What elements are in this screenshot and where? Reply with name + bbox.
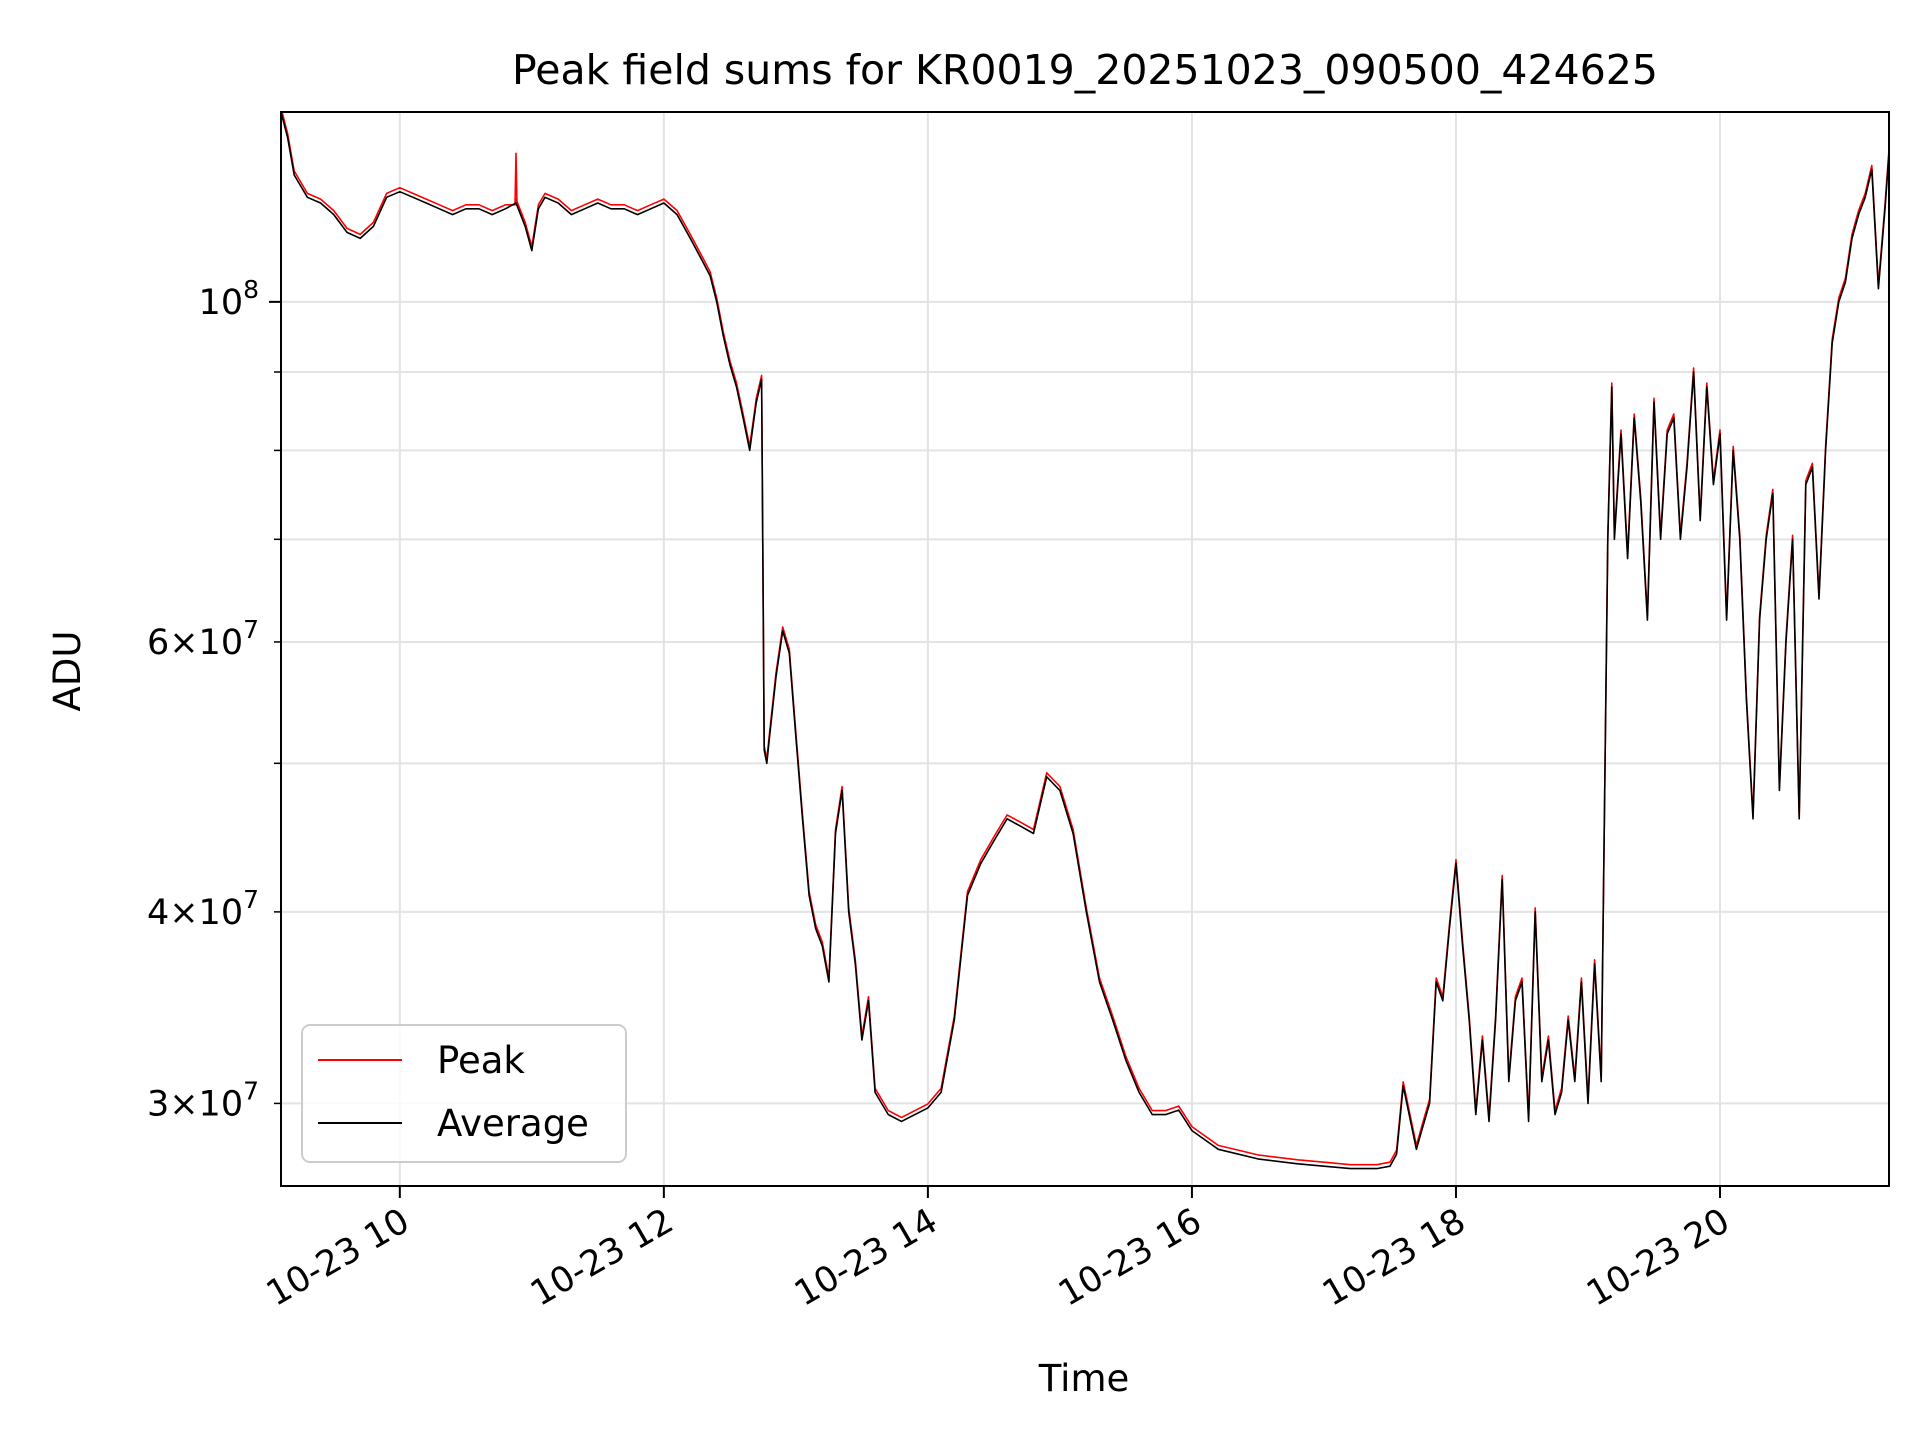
y-minor-tick-times-3: ×: [169, 623, 198, 663]
y-axis-label: ADU: [46, 631, 89, 712]
y-minor-tick-label-3: 6×107: [147, 615, 259, 663]
series-average-line: [281, 112, 1889, 1170]
legend: Peak Average: [301, 1024, 627, 1163]
y-minor-tick-exp-0: 7: [243, 1076, 259, 1105]
y-minor-tick-base-0: 10: [199, 1084, 244, 1124]
y-major-tick-exp-0: 8: [243, 275, 259, 304]
grid-lines: [281, 112, 1889, 1186]
y-minor-tick-mant-0: 3: [147, 1084, 169, 1124]
legend-peak-label: Peak: [437, 1039, 525, 1082]
y-minor-tick-times-0: ×: [169, 1084, 198, 1124]
chart-title: Peak field sums for KR0019_20251023_0905…: [512, 46, 1658, 94]
y-minor-tick-base-3: 10: [199, 623, 244, 663]
y-minor-tick-times-1: ×: [169, 893, 198, 933]
y-minor-tick-exp-3: 7: [243, 615, 259, 644]
y-minor-tick-mant-1: 4: [147, 893, 169, 933]
legend-average-label: Average: [437, 1102, 589, 1145]
x-axis-label: Time: [1038, 1357, 1130, 1400]
y-minor-tick-label-0: 3×107: [147, 1076, 259, 1124]
y-minor-tick-label-1: 4×107: [147, 885, 259, 933]
plot-frame: [280, 111, 1890, 1187]
y-minor-tick-base-1: 10: [199, 893, 244, 933]
y-major-tick-label-0: 108: [199, 275, 259, 323]
y-minor-tick-exp-1: 7: [243, 885, 259, 914]
y-minor-tick-mant-3: 6: [147, 623, 169, 663]
y-major-tick-base-0: 10: [199, 283, 244, 323]
axes: [280, 111, 1890, 1187]
